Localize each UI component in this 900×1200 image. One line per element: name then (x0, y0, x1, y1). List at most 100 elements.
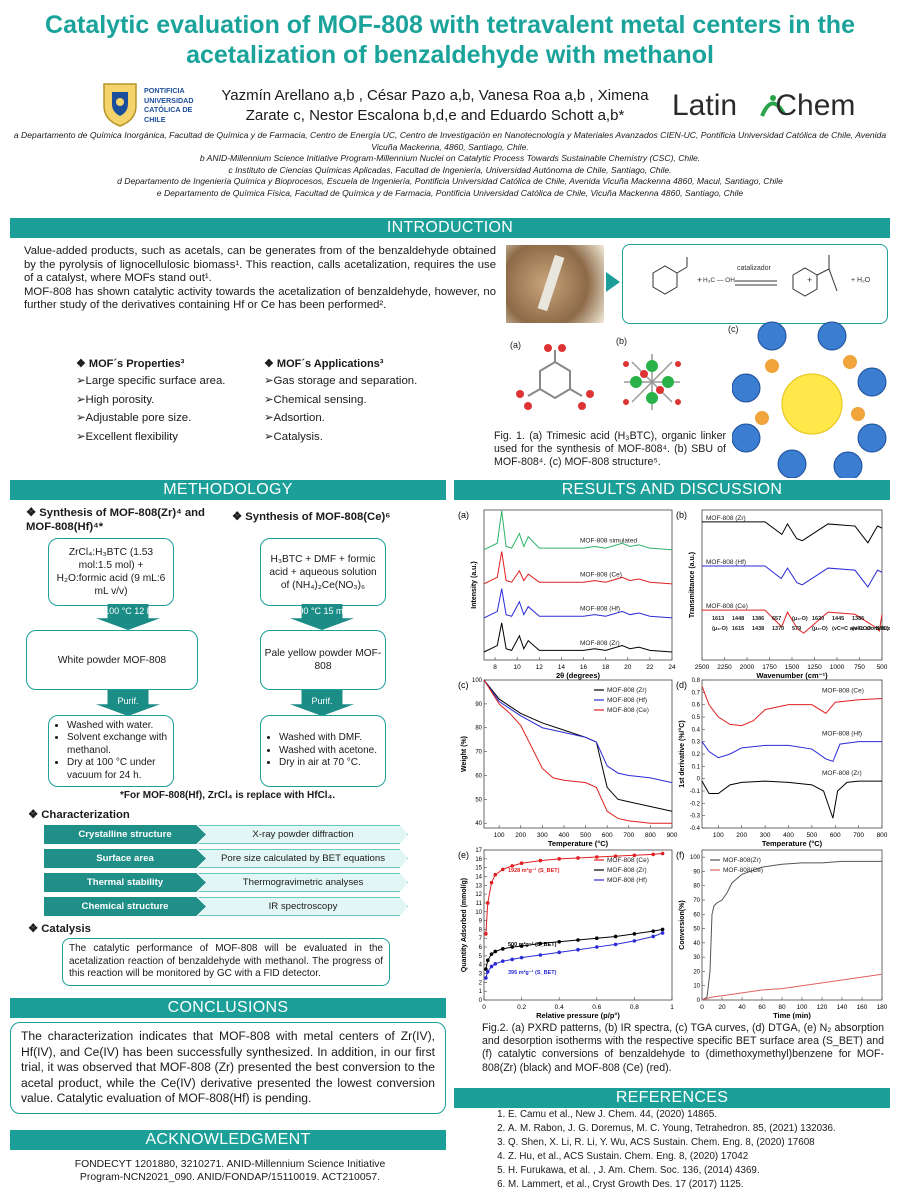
series-line (701, 780, 882, 819)
x-tick-label: 18 (602, 664, 610, 671)
ce-product-box: Pale yellow powder MOF-808 (260, 630, 386, 690)
chart-annotation: 1386 (752, 616, 764, 622)
chart-annotation: (μ₃-O) (712, 626, 728, 632)
y-tick-label: -0.1 (690, 789, 701, 795)
apps-title: ❖ MOF´s Applications³ (264, 358, 384, 370)
x-axis-label: Temperature (°C) (548, 839, 609, 848)
x-tick-label: 2000 (740, 664, 755, 671)
ce-step: Washed with acetone. (279, 745, 377, 757)
series-line (483, 510, 673, 551)
y-tick-label: 100 (472, 678, 483, 684)
chart-annotation: 1613 (712, 616, 724, 622)
x-tick-label: 0.6 (592, 1004, 601, 1011)
chart-annotation: 579 (792, 626, 801, 632)
legend-entry: MOF-808 (Zr) (607, 687, 647, 694)
x-tick-label: 0 (482, 1004, 486, 1011)
reference-item: H. Furukawa, et al. , J. Am. Chem. Soc. … (508, 1164, 888, 1178)
chart-annotation: 395 m²g⁻¹ (S_BET) (508, 969, 557, 976)
data-point (613, 942, 618, 947)
x-tick-label: 100 (494, 832, 505, 839)
biomass-photo (506, 245, 604, 323)
x-tick-label: 0 (700, 1004, 704, 1011)
chart-annotation: 1386 (852, 616, 864, 622)
series-line (702, 521, 883, 544)
y-tick-label: 0.8 (692, 678, 701, 684)
char-row: Surface area Pore size calculated by BET… (44, 849, 410, 868)
char-key: Surface area (44, 849, 206, 868)
x-tick-label: 40 (738, 1004, 746, 1011)
x-tick-label: 20 (624, 664, 632, 671)
y-tick-label: -0.4 (690, 826, 701, 832)
chart-annotation: 1438 (752, 626, 764, 632)
chart-panel-label: (a) (458, 510, 469, 520)
x-tick-label: 14 (558, 664, 566, 671)
data-point (632, 939, 637, 943)
y-tick-label: 2 (479, 980, 483, 986)
x-axis-label: 2θ (degrees) (556, 671, 601, 680)
series-label: MOF-808 (Ce) (580, 572, 622, 579)
y-tick-label: 0.7 (692, 690, 701, 696)
trimesic-acid-molecule (516, 344, 594, 410)
hf-note: *For MOF-808(Hf), ZrCl₄ is replace with … (120, 790, 336, 801)
chart-annotation: 1370 (772, 626, 784, 632)
series-line (483, 551, 673, 585)
x-tick-label: 2250 (717, 664, 732, 671)
y-tick-label: 0.1 (692, 764, 701, 770)
y-tick-label: 7 (479, 936, 483, 942)
series-label: MOF-808 (Hf) (822, 731, 862, 738)
data-point (501, 959, 505, 963)
y-tick-label: 90 (693, 869, 700, 875)
zr-step: Solvent exchange with methanol. (67, 732, 169, 757)
reference-item: A. M. Rabon, J. G. Doremus, M. C. Young,… (508, 1122, 888, 1136)
data-point (489, 952, 494, 956)
chart-panel-label: (f) (676, 850, 685, 860)
conclusions-heading: CONCLUSIONS (10, 998, 446, 1018)
data-point (632, 853, 637, 858)
series-label: MOF-808 (Hf) (580, 606, 620, 613)
y-tick-label: 0.2 (692, 752, 701, 758)
app-item: ➢Catalysis. (264, 430, 323, 443)
data-point (613, 854, 618, 858)
series-line (483, 679, 672, 824)
y-axis-label: Intensity (a.u.) (471, 561, 478, 608)
chart-panel: (e)0 0.2 0.4 0.6 0.8 101234567891011121314151… (458, 848, 674, 1020)
scheme-methanol: H₃C — OH (703, 277, 735, 284)
x-tick-label: 600 (830, 832, 841, 839)
x-tick-label: 600 (602, 832, 613, 839)
data-point (493, 962, 498, 966)
y-tick-label: 0.4 (692, 727, 701, 733)
y-tick-label: 40 (475, 821, 482, 827)
authors: Yazmín Arellano a,b , César Pazo a,b, Va… (221, 87, 649, 124)
data-point (576, 856, 580, 860)
conclusions-text: The characterization indicates that MOF-… (10, 1022, 446, 1114)
y-tick-label: 11 (476, 901, 483, 907)
affiliation-d: d Departamento de Ingeniería Química y B… (117, 176, 783, 187)
y-tick-label: 10 (693, 984, 700, 990)
y-tick-label: 0 (697, 777, 701, 783)
reaction-scheme: + + H₃C — OH catalizador + H₂O (622, 244, 888, 324)
char-row: Thermal stability Thermogravimetric anal… (44, 873, 410, 892)
char-value: Pore size calculated by BET equations (198, 849, 408, 868)
series-label: MOF-808 (Hf) (706, 559, 746, 566)
x-tick-label: 750 (854, 664, 865, 671)
series-label: MOF-808 (Zr) (822, 770, 862, 777)
chart-panel: (a) 8 10 12 14 16 18 20 22 24 2θ (degrees) Intensit… (458, 509, 676, 680)
x-tick-label: 80 (778, 1004, 786, 1011)
y-tick-label: 0 (697, 998, 701, 1004)
legend-entry: MOF-808(Ce) (723, 867, 763, 874)
affiliation-e: e Departamento de Química Física, Facult… (156, 187, 744, 198)
characterization-title: ❖ Characterization (28, 809, 130, 821)
props-title: ❖ MOF´s Properties³ (76, 358, 185, 370)
data-point (493, 872, 498, 877)
app-item: ➢Gas storage and separation. (264, 375, 418, 387)
results-heading: RESULTS AND DISCUSSION (454, 480, 890, 500)
y-tick-label: 9 (479, 919, 483, 925)
fig1-label-c: (c) (728, 324, 739, 334)
data-point (538, 941, 543, 946)
legend-entry: MOF-808 (Ce) (607, 707, 649, 714)
x-tick-label: 400 (783, 832, 794, 839)
latinchem-logo: Latin Chem (672, 88, 872, 124)
data-point (595, 855, 599, 859)
sbu-cluster (623, 354, 681, 410)
